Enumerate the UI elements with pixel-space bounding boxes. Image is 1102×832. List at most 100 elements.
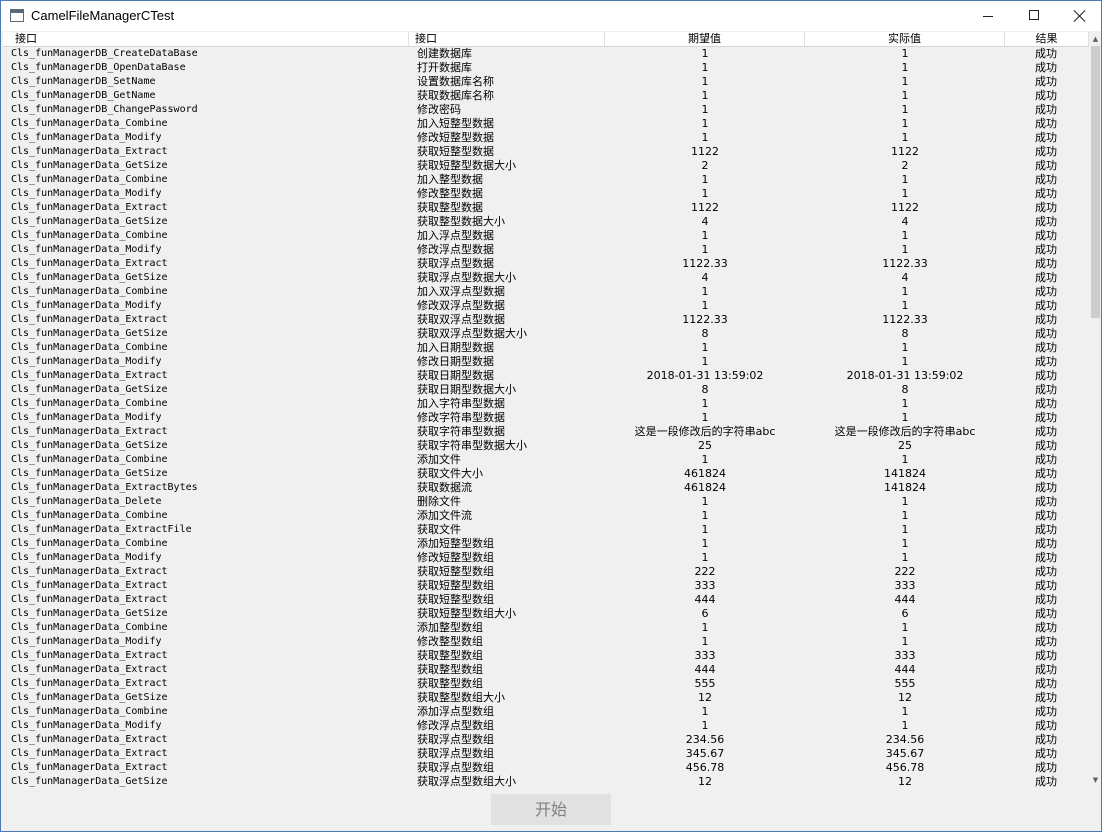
close-button[interactable] bbox=[1056, 1, 1101, 31]
cell-interface: Cls_funManagerData_Combine bbox=[11, 118, 168, 129]
cell-expected: 4 bbox=[701, 215, 709, 228]
cell-actual: 1 bbox=[901, 103, 909, 116]
table-row[interactable]: Cls_funManagerData_ExtractBytes 获取数据流 4618… bbox=[3, 481, 1089, 495]
column-header-actual[interactable]: 实际值 bbox=[805, 32, 1005, 46]
cell-interface: Cls_funManagerDB_SetName bbox=[11, 76, 156, 87]
table-row[interactable]: Cls_funManagerDB_OpenDataBase 打开数据库 1 1 成功 bbox=[3, 61, 1089, 75]
table-row[interactable]: Cls_funManagerData_Modify 修改浮点型数据 1 1 成功 bbox=[3, 243, 1089, 257]
table-row[interactable]: Cls_funManagerData_Extract 获取浮点型数据 1122.33… bbox=[3, 257, 1089, 271]
table-row[interactable]: Cls_funManagerData_Extract 获取短整型数组 333 333 成… bbox=[3, 579, 1089, 593]
table-row[interactable]: Cls_funManagerData_Modify 修改双浮点型数据 1 1 成功 bbox=[3, 299, 1089, 313]
maximize-button[interactable] bbox=[1011, 1, 1057, 31]
table-row[interactable]: Cls_funManagerData_Combine 添加文件 1 1 成功 bbox=[3, 453, 1089, 467]
column-header-interface-desc[interactable]: 接口 bbox=[409, 32, 605, 46]
cell-expected: 1 bbox=[701, 705, 709, 718]
table-row[interactable]: Cls_funManagerData_Modify 修改短整型数据 1 1 成功 bbox=[3, 131, 1089, 145]
minimize-button[interactable] bbox=[965, 1, 1011, 31]
table-row[interactable]: Cls_funManagerData_Delete 删除文件 1 1 成功 bbox=[3, 495, 1089, 509]
scrollbar-thumb[interactable] bbox=[1091, 46, 1100, 318]
cell-actual: 555 bbox=[894, 677, 916, 690]
table-row[interactable]: Cls_funManagerData_Extract 获取短整型数组 444 444 成… bbox=[3, 593, 1089, 607]
table-row[interactable]: Cls_funManagerData_GetSize 获取字符串型数据大小 25 25… bbox=[3, 439, 1089, 453]
table-row[interactable]: Cls_funManagerData_Combine 添加文件流 1 1 成功 bbox=[3, 509, 1089, 523]
table-row[interactable]: Cls_funManagerData_GetSize 获取浮点型数据大小 4 4 成功 bbox=[3, 271, 1089, 285]
table-row[interactable]: Cls_funManagerData_Extract 获取浮点型数组 234.56 2… bbox=[3, 733, 1089, 747]
table-row[interactable]: Cls_funManagerData_Modify 修改字符串型数据 1 1 成功 bbox=[3, 411, 1089, 425]
table-row[interactable]: Cls_funManagerData_GetSize 获取短整型数据大小 2 2 成功 bbox=[3, 159, 1089, 173]
cell-description: 加入整型数据 bbox=[417, 173, 483, 186]
table-row[interactable]: Cls_funManagerData_Extract 获取整型数组 333 333 成功 bbox=[3, 649, 1089, 663]
table-row[interactable]: Cls_funManagerData_Extract 获取双浮点型数据 1122.3… bbox=[3, 313, 1089, 327]
cell-interface: Cls_funManagerData_Combine bbox=[11, 286, 168, 297]
table-row[interactable]: Cls_funManagerData_GetSize 获取整型数据大小 4 4 成功 bbox=[3, 215, 1089, 229]
table-row[interactable]: Cls_funManagerData_GetSize 获取日期型数据大小 8 8 成功 bbox=[3, 383, 1089, 397]
cell-expected: 1 bbox=[701, 47, 709, 60]
table-row[interactable]: Cls_funManagerDB_CreateDataBase 创建数据库 1 1 成功 bbox=[3, 47, 1089, 61]
column-header-result[interactable]: 结果 bbox=[1005, 32, 1089, 46]
table-row[interactable]: Cls_funManagerData_Combine 加入双浮点型数据 1 1 成功 bbox=[3, 285, 1089, 299]
table-row[interactable]: Cls_funManagerData_Combine 加入浮点型数据 1 1 成功 bbox=[3, 229, 1089, 243]
table-row[interactable]: Cls_funManagerData_Modify 修改整型数组 1 1 成功 bbox=[3, 635, 1089, 649]
cell-result: 成功 bbox=[1035, 159, 1057, 172]
scroll-down-arrow-icon[interactable]: ▼ bbox=[1092, 776, 1099, 784]
table-row[interactable]: Cls_funManagerData_Modify 修改浮点型数组 1 1 成功 bbox=[3, 719, 1089, 733]
cell-description: 获取数据流 bbox=[417, 481, 472, 494]
table-row[interactable]: Cls_funManagerData_ExtractFile 获取文件 1 1 成功 bbox=[3, 523, 1089, 537]
cell-expected: 333 bbox=[694, 649, 716, 662]
scroll-up-arrow-icon[interactable]: ▲ bbox=[1092, 35, 1099, 43]
table-row[interactable]: Cls_funManagerData_GetSize 获取短整型数组大小 6 6 成功 bbox=[3, 607, 1089, 621]
table-row[interactable]: Cls_funManagerData_Extract 获取日期型数据 2018-01… bbox=[3, 369, 1089, 383]
table-row[interactable]: Cls_funManagerData_Extract 获取浮点型数组 456.78 4… bbox=[3, 761, 1089, 775]
cell-expected: 2 bbox=[701, 159, 709, 172]
cell-interface: Cls_funManagerData_GetSize bbox=[11, 216, 168, 227]
table-row[interactable]: Cls_funManagerData_Combine 加入字符串型数据 1 1 成功 bbox=[3, 397, 1089, 411]
table-row[interactable]: Cls_funManagerDB_GetName 获取数据库名称 1 1 成功 bbox=[3, 89, 1089, 103]
start-button[interactable]: 开始 bbox=[491, 794, 611, 825]
table-row[interactable]: Cls_funManagerData_Combine 加入短整型数据 1 1 成功 bbox=[3, 117, 1089, 131]
table-row[interactable]: Cls_funManagerData_Combine 添加整型数组 1 1 成功 bbox=[3, 621, 1089, 635]
cell-expected: 555 bbox=[694, 677, 716, 690]
table-row[interactable]: Cls_funManagerDB_ChangePassword 修改密码 1 1 成功 bbox=[3, 103, 1089, 117]
table-row[interactable]: Cls_funManagerDB_SetName 设置数据库名称 1 1 成功 bbox=[3, 75, 1089, 89]
cell-interface: Cls_funManagerData_ExtractBytes bbox=[11, 482, 198, 493]
cell-actual: 1 bbox=[901, 523, 909, 536]
table-row[interactable]: Cls_funManagerData_GetSize 获取整型数组大小 12 12 成功 bbox=[3, 691, 1089, 705]
table-row[interactable]: Cls_funManagerData_Combine 添加短整型数组 1 1 成功 bbox=[3, 537, 1089, 551]
cell-description: 加入字符串型数据 bbox=[417, 397, 505, 410]
table-row[interactable]: Cls_funManagerData_Extract 获取字符串型数据 这是一段修改… bbox=[3, 425, 1089, 439]
table-row[interactable]: Cls_funManagerData_Modify 修改整型数据 1 1 成功 bbox=[3, 187, 1089, 201]
cell-interface: Cls_funManagerData_Modify bbox=[11, 412, 162, 423]
app-window-icon bbox=[10, 9, 24, 22]
table-row[interactable]: Cls_funManagerData_GetSize 获取双浮点型数据大小 8 8 成功 bbox=[3, 327, 1089, 341]
cell-interface: Cls_funManagerData_Delete bbox=[11, 496, 162, 507]
vertical-scrollbar[interactable]: ▲ ▼ bbox=[1090, 32, 1101, 787]
cell-actual: 345.67 bbox=[885, 747, 925, 760]
table-row[interactable]: Cls_funManagerData_Extract 获取短整型数据 1122 112… bbox=[3, 145, 1089, 159]
cell-description: 获取整型数组大小 bbox=[417, 691, 505, 704]
cell-interface: Cls_funManagerData_GetSize bbox=[11, 608, 168, 619]
table-row[interactable]: Cls_funManagerData_Extract 获取整型数据 1122 1122… bbox=[3, 201, 1089, 215]
cell-actual: 1 bbox=[901, 341, 909, 354]
table-row[interactable]: Cls_funManagerData_Extract 获取浮点型数组 345.67 3… bbox=[3, 747, 1089, 761]
cell-description: 修改浮点型数据 bbox=[417, 243, 494, 256]
column-header-expected[interactable]: 期望值 bbox=[605, 32, 805, 46]
table-row[interactable]: Cls_funManagerData_Extract 获取短整型数组 222 222 成… bbox=[3, 565, 1089, 579]
cell-actual: 1 bbox=[901, 47, 909, 60]
title-bar[interactable]: CamelFileManagerCTest bbox=[1, 1, 1101, 31]
column-header-interface[interactable]: 接口 bbox=[3, 32, 409, 46]
cell-actual: 1 bbox=[901, 355, 909, 368]
table-row[interactable]: Cls_funManagerData_Combine 加入日期型数据 1 1 成功 bbox=[3, 341, 1089, 355]
table-row[interactable]: Cls_funManagerData_Combine 加入整型数据 1 1 成功 bbox=[3, 173, 1089, 187]
table-row[interactable]: Cls_funManagerData_Combine 添加浮点型数组 1 1 成功 bbox=[3, 705, 1089, 719]
table-row[interactable]: Cls_funManagerData_Extract 获取整型数组 555 555 成功 bbox=[3, 677, 1089, 691]
table-row[interactable]: Cls_funManagerData_Modify 修改短整型数组 1 1 成功 bbox=[3, 551, 1089, 565]
cell-expected: 2018-01-31 13:59:02 bbox=[646, 369, 764, 382]
table-row[interactable]: Cls_funManagerData_GetSize 获取文件大小 461824 14… bbox=[3, 467, 1089, 481]
cell-expected: 12 bbox=[698, 691, 712, 704]
cell-result: 成功 bbox=[1035, 61, 1057, 74]
table-row[interactable]: Cls_funManagerData_GetSize 获取浮点型数组大小 12 12 成… bbox=[3, 775, 1089, 787]
cell-description: 获取文件 bbox=[417, 523, 461, 536]
results-table[interactable]: 接口 接口 期望值 实际值 结果 Cls_funManagerDB_Create… bbox=[3, 32, 1089, 787]
table-row[interactable]: Cls_funManagerData_Modify 修改日期型数据 1 1 成功 bbox=[3, 355, 1089, 369]
table-row[interactable]: Cls_funManagerData_Extract 获取整型数组 444 444 成功 bbox=[3, 663, 1089, 677]
